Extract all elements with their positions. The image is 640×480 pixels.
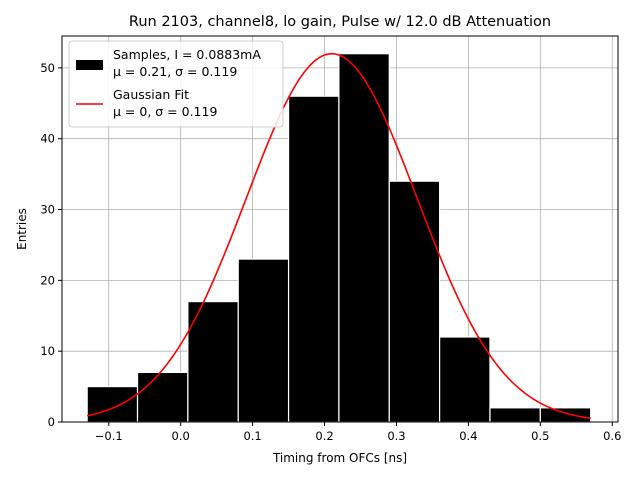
x-tick-label: 0.0 (172, 429, 190, 443)
legend: Samples, I = 0.0883mA μ = 0.21, σ = 0.11… (68, 40, 284, 128)
y-tick-label: 20 (40, 273, 55, 287)
y-tick-label: 50 (40, 61, 55, 75)
histogram-bar (187, 300, 239, 423)
legend-histogram-label: Samples, I = 0.0883mA (113, 47, 261, 62)
histogram-bars (86, 53, 592, 423)
histogram-bar (86, 385, 139, 423)
histogram-bar (287, 95, 340, 423)
y-tick-label: 0 (48, 415, 55, 429)
y-tick-label: 30 (40, 203, 55, 217)
x-tick-label: 0.6 (603, 429, 621, 443)
histogram-bar (489, 407, 541, 423)
legend-histogram-swatch (76, 60, 103, 70)
histogram-bar (136, 371, 189, 423)
chart-title: Run 2103, channel8, lo gain, Pulse w/ 12… (129, 14, 551, 30)
x-tick-label: 0.1 (243, 429, 261, 443)
x-tick-label: −0.1 (95, 429, 123, 443)
gaussian-fit-curve (87, 52, 591, 420)
x-axis-ticks: −0.1 0.0 0.1 0.2 0.3 0.4 0.5 0.6 (95, 422, 621, 443)
x-tick-label: 0.5 (531, 429, 549, 443)
x-tick-label: 0.3 (387, 429, 405, 443)
x-tick-label: 0.4 (459, 429, 477, 443)
y-tick-label: 10 (40, 344, 55, 358)
legend-fit-label: Gaussian Fit (113, 87, 189, 102)
y-axis-label: Entries (15, 208, 29, 250)
legend-fit-stats: μ = 0, σ = 0.119 (113, 104, 217, 119)
histogram-bar (439, 336, 491, 423)
histogram-bar (338, 53, 390, 423)
legend-histogram-stats: μ = 0.21, σ = 0.119 (113, 64, 237, 79)
plot-frame (61, 35, 619, 423)
histogram-bar (539, 407, 592, 423)
x-axis-label: Timing from OFCs [ns] (272, 451, 407, 465)
x-tick-label: 0.2 (315, 429, 333, 443)
y-axis-ticks: 0 10 20 30 40 50 (40, 61, 62, 429)
legend-frame (68, 40, 284, 128)
histogram-bar (388, 180, 441, 423)
y-tick-label: 40 (40, 132, 55, 146)
histogram-bar (237, 258, 290, 423)
